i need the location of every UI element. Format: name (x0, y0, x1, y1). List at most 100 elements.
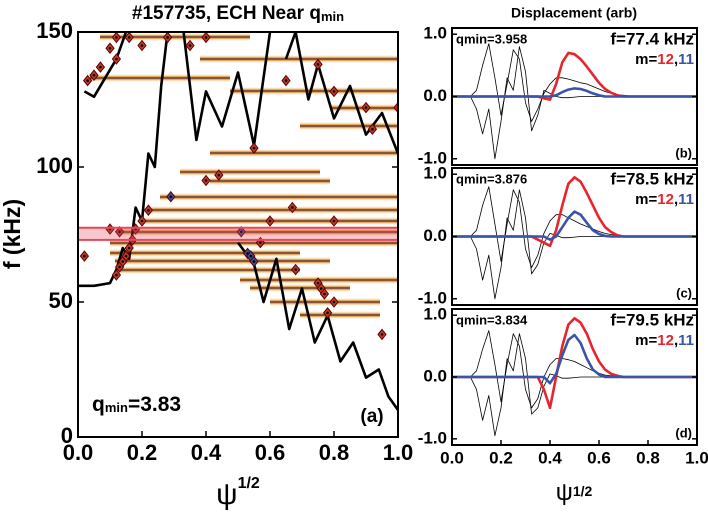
x-tick-label: 0.2 (127, 440, 158, 465)
marker-dot (380, 333, 384, 336)
marker-dot (166, 36, 169, 39)
spectrogram (90, 33, 398, 319)
marker-dot (204, 36, 208, 39)
frequency-label: f=79.5 kHz (610, 310, 694, 329)
marker-dot (323, 292, 326, 296)
plot-area (452, 43, 697, 160)
y-tick-label: 1.0 (423, 164, 447, 183)
legend-entry: 11 (678, 191, 694, 208)
marker-dot (92, 73, 96, 77)
marker-dot (140, 219, 144, 223)
legend: m=12,11 (635, 191, 694, 208)
marker-dot (326, 311, 329, 315)
marker-dot (284, 79, 288, 82)
marker-dot (124, 254, 128, 258)
legend-prefix: m= (635, 191, 657, 208)
x-label-text: ψ (216, 478, 237, 511)
y-tick-label: 0 (61, 423, 73, 448)
legend-entry: 12 (657, 51, 674, 68)
x-tick-label: 0.0 (63, 440, 94, 465)
marker-dot (83, 254, 86, 258)
frame (77, 31, 399, 438)
y-tick-label: -1.0 (418, 428, 447, 447)
legend: m=12,11 (635, 332, 694, 349)
highlight-band (77, 226, 399, 241)
x-axis-label: ψ1/2 (216, 475, 260, 511)
title-right: Displacement (arb) (511, 5, 637, 21)
plot-area (452, 317, 697, 437)
y-tick-label: 0.0 (423, 226, 447, 245)
marker-dot (147, 208, 150, 212)
mode-line (452, 87, 697, 98)
marker-dot (239, 230, 243, 234)
legend-sep: , (674, 51, 678, 68)
frequency-label: f=77.4 kHz (610, 29, 694, 48)
y-tick-label: 1.0 (423, 305, 447, 324)
marker-dot (115, 36, 118, 39)
x-tick-label: 1.0 (383, 440, 414, 465)
marker-dot (268, 219, 272, 223)
x-tick-label: 0.6 (587, 448, 611, 467)
marker-dot (169, 195, 173, 198)
marker-dot (316, 63, 320, 66)
x-tick-label: 0.6 (255, 440, 286, 465)
x-tick-label: 1.0 (685, 448, 708, 467)
y-tick-label: 0.0 (423, 86, 447, 105)
qmin-label: qmin=3.958 (456, 31, 527, 46)
marker-dot (332, 90, 336, 93)
marker-dot (332, 219, 336, 223)
marker-dot (140, 44, 144, 47)
panel-label: (a) (360, 406, 383, 427)
marker-dot (108, 46, 112, 50)
legend-sep: , (674, 191, 678, 208)
marker-dot (115, 273, 118, 277)
marker-dot (316, 281, 320, 285)
title-a: #157735, ECH Near qmin (132, 3, 344, 24)
marker-dot (127, 36, 131, 39)
marker-dot (249, 254, 253, 258)
x-tick-label: 0.2 (489, 448, 513, 467)
x-tick-label: 0.0 (440, 448, 464, 467)
y-tick-label: 50 (49, 288, 73, 313)
y-tick-label: -1.0 (418, 288, 447, 307)
annotation-text: q (92, 393, 105, 416)
panel-label: (c) (676, 285, 692, 300)
plot-area (452, 176, 697, 300)
plot-area (78, 32, 398, 411)
frequency-label: f=78.5 kHz (610, 169, 694, 188)
panel-label: (d) (675, 425, 692, 440)
mode-line (452, 210, 697, 241)
profile-line (452, 333, 697, 437)
marker-dot (364, 106, 368, 109)
qmin-label: qmin=3.876 (456, 171, 527, 186)
marker-dot (371, 127, 374, 131)
panel-label: (b) (675, 145, 692, 160)
marker-dot (204, 179, 208, 182)
x-tick-label: 0.8 (636, 448, 660, 467)
marker-dot (118, 230, 121, 234)
x-tick-label: 0.8 (319, 440, 350, 465)
y-tick-label: -1.0 (418, 148, 447, 167)
marker-dot (127, 246, 131, 250)
title-sub: min (321, 9, 344, 24)
annotation-value: =3.83 (128, 393, 181, 416)
legend-entry: 11 (678, 332, 694, 349)
marker-dot (252, 146, 256, 150)
qmin-label: qmin=3.834 (456, 312, 528, 327)
marker-dot (217, 173, 221, 177)
x-axis-label-right: ψ1/2 (556, 479, 593, 506)
x-label-sub: 1/2 (573, 483, 593, 499)
y-tick-label: 1.0 (423, 24, 447, 43)
marker-dot (118, 265, 121, 269)
marker-dot (252, 260, 256, 263)
legend-entry: 12 (657, 332, 674, 349)
marker-dot (188, 44, 192, 47)
legend-sep: , (674, 332, 678, 349)
legend-entry: 11 (678, 51, 694, 68)
legend-prefix: m= (635, 332, 657, 349)
y-tick-label: 100 (36, 153, 73, 178)
marker-dot (294, 268, 297, 271)
marker-dot (319, 287, 323, 290)
legend-prefix: m= (635, 51, 657, 68)
